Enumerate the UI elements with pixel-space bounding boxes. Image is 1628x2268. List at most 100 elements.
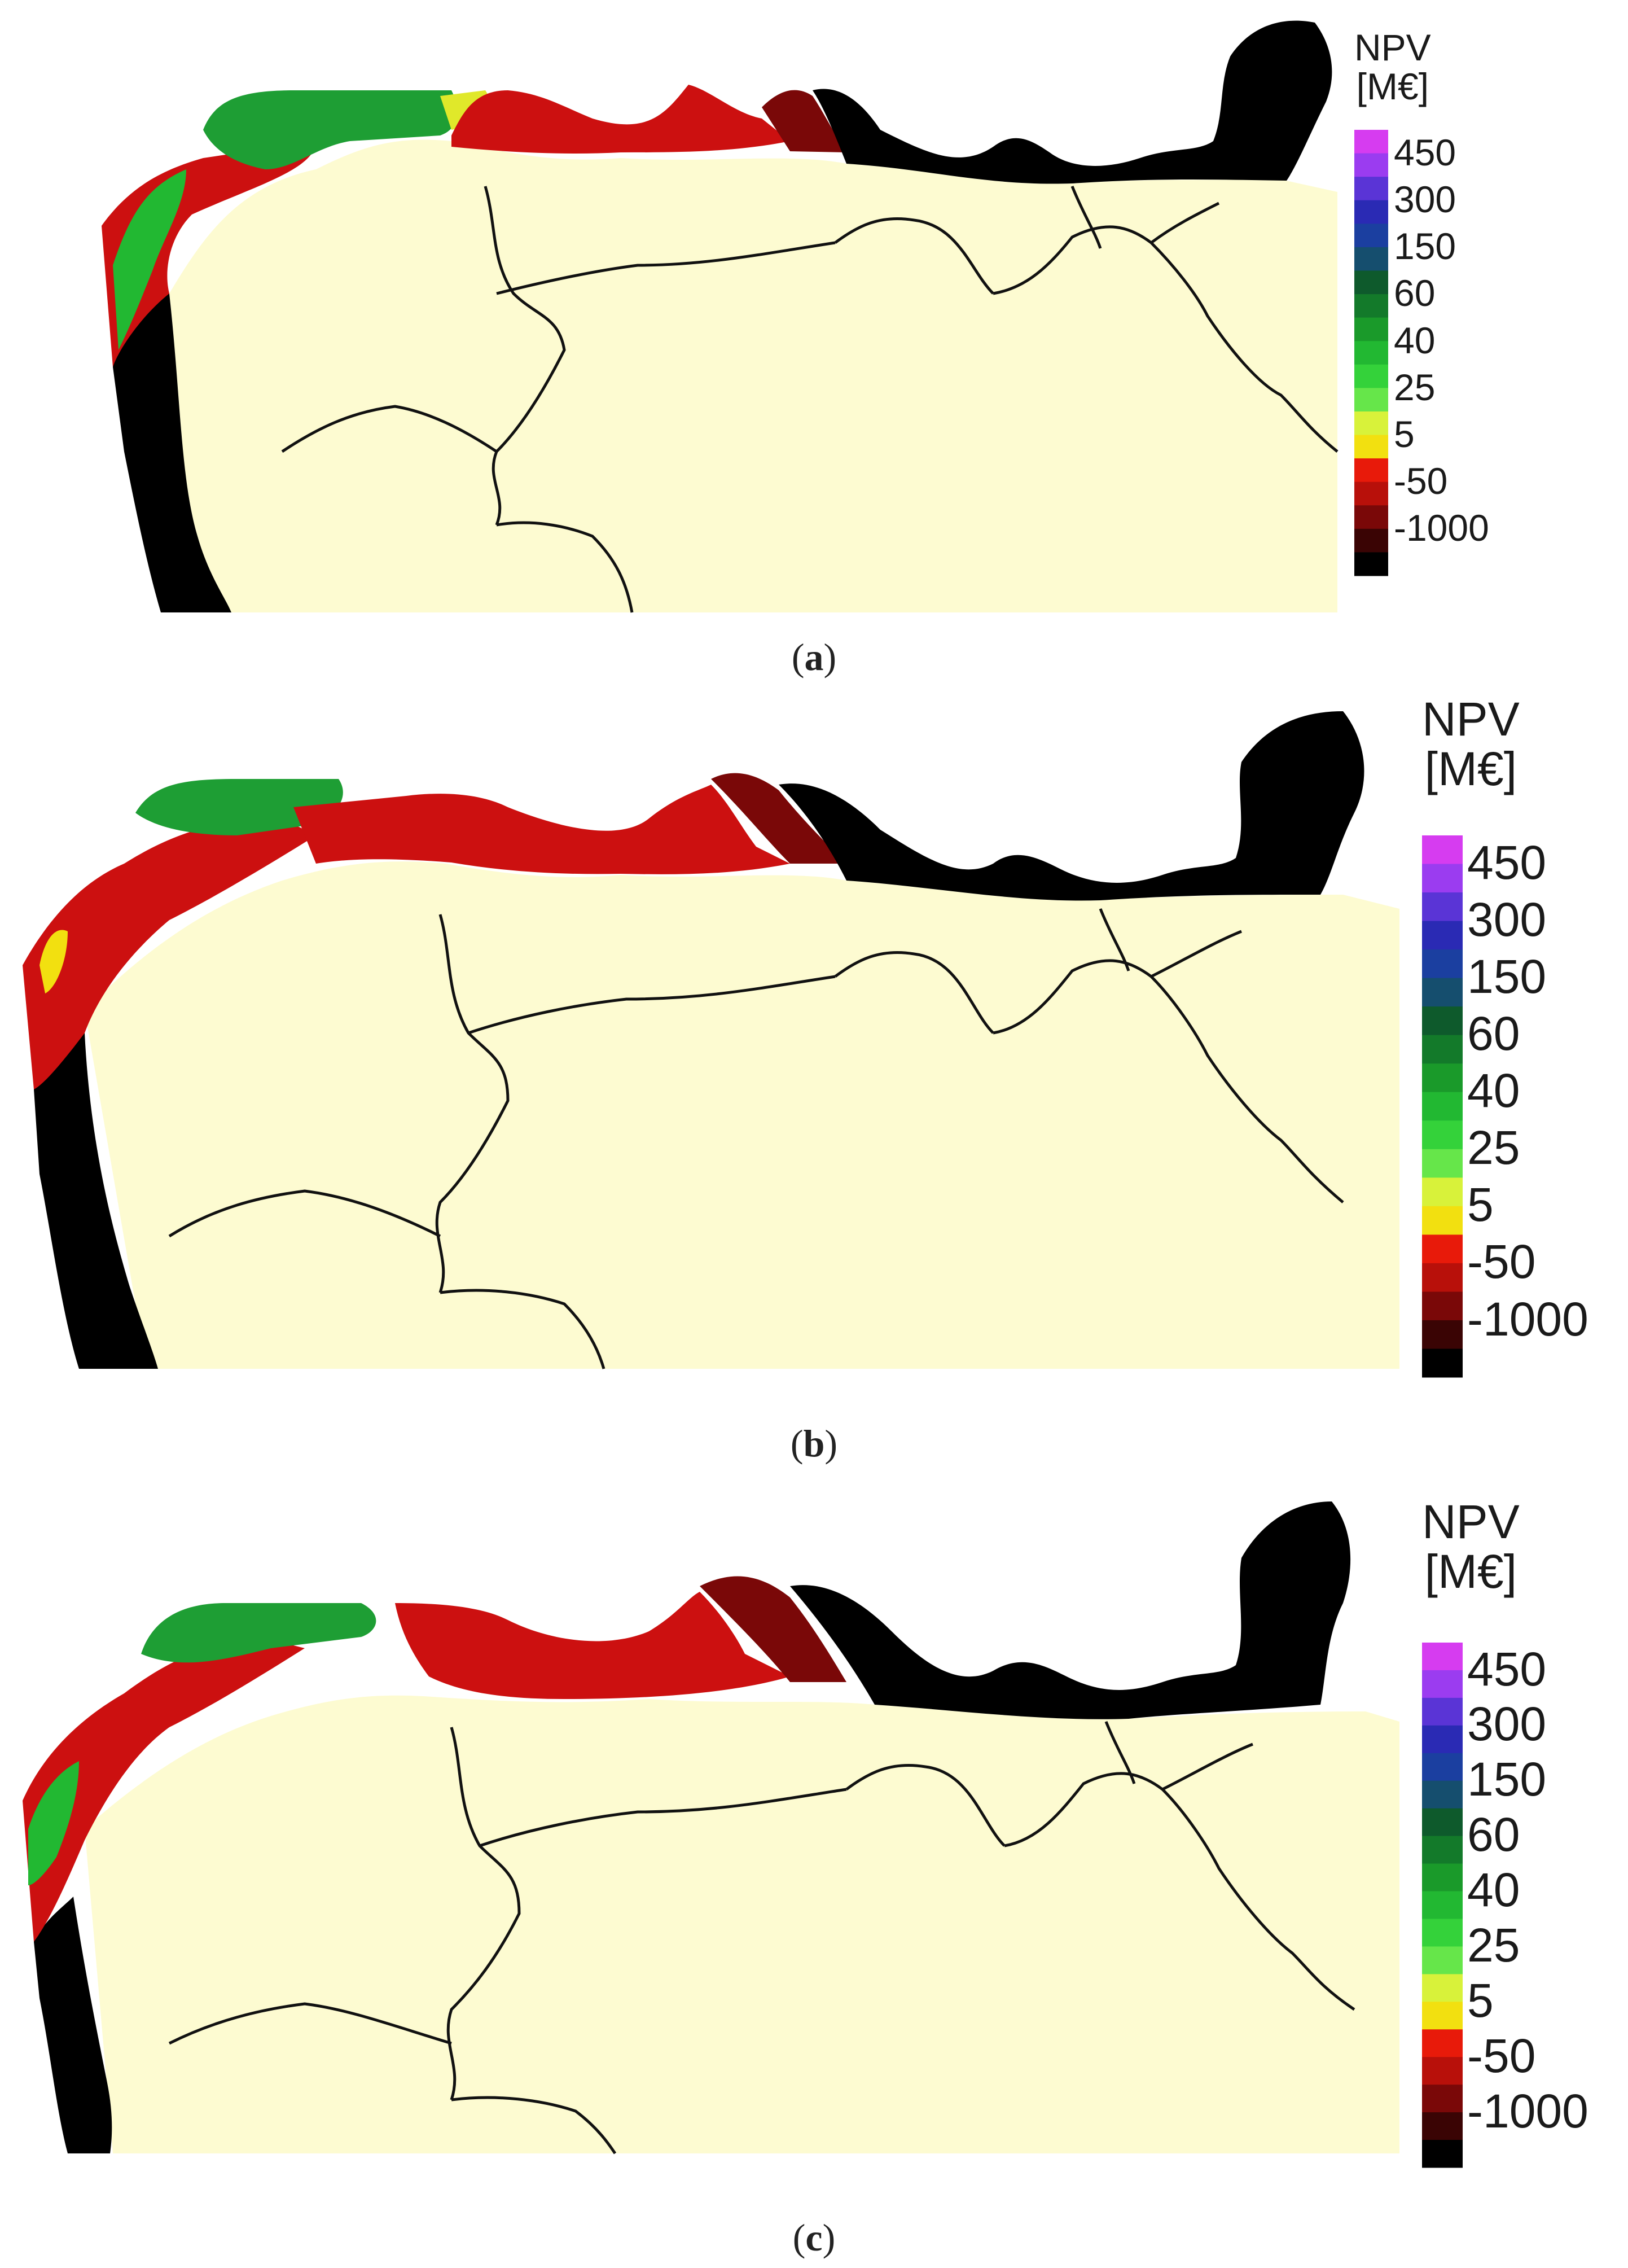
npv-band-red-north [395, 1592, 790, 1699]
legend-swatch [1422, 921, 1463, 950]
legend-swatch [1422, 1891, 1463, 1919]
region-borders [168, 1721, 1355, 2155]
legend-swatch [1422, 1348, 1463, 1378]
legend-title: NPV [M€] [1422, 1495, 1520, 1599]
land-area [164, 139, 1337, 612]
legend-tick-label: 60 [1467, 1808, 1520, 1862]
legend-tick-label: 300 [1394, 178, 1456, 221]
legend-tick-label: 450 [1394, 131, 1456, 173]
caption-b: (b) [790, 1422, 838, 1465]
npv-band-red-west [23, 818, 316, 1089]
legend-swatch [1422, 835, 1463, 865]
legend-tick-label: 25 [1467, 1919, 1520, 1972]
land-area [85, 861, 1399, 1369]
legend-tick-label: -1000 [1394, 507, 1489, 549]
legend-colorbar [1422, 1643, 1463, 2168]
npv-band-black-north [779, 711, 1364, 901]
legend-title-line1: NPV [1422, 1495, 1520, 1548]
npv-band-green-west [28, 1761, 79, 1885]
npv-band-darkred-north [762, 90, 846, 152]
legend-swatch [1354, 270, 1388, 295]
legend-swatch [1422, 1092, 1463, 1121]
legend-tick-label: 40 [1394, 319, 1436, 361]
legend-tick-label: 60 [1394, 272, 1436, 314]
legend-tick-label: 150 [1467, 1753, 1547, 1806]
legend-tick-label: 150 [1394, 225, 1456, 268]
legend-swatch [1422, 2057, 1463, 2085]
npv-band-green-north [203, 90, 458, 169]
legend-tick-label: -1000 [1467, 2084, 1588, 2138]
legend-swatch [1422, 2140, 1463, 2168]
legend-swatch [1422, 1780, 1463, 1809]
legend-tick-label: 450 [1467, 1642, 1547, 1696]
legend-title-line2: [M€] [1424, 1545, 1517, 1599]
npv-band-black-north [790, 1501, 1351, 1719]
legend-tick-label: -50 [1467, 1235, 1536, 1289]
npv-band-red-west [23, 1637, 305, 1942]
legend-swatch [1354, 200, 1388, 224]
legend-swatch [1422, 949, 1463, 979]
legend-swatch [1422, 1206, 1463, 1235]
legend-swatch [1422, 1697, 1463, 1726]
legend-tick-label: -1000 [1467, 1292, 1588, 1346]
map-panel-a: NPV [M€] 450 300 150 60 40 25 5 -50 -1000 [0, 0, 1628, 694]
legend-tick-label: -50 [1394, 460, 1448, 502]
legend-title-line2: [M€] [1356, 65, 1429, 108]
legend-tick-label: 25 [1467, 1121, 1520, 1175]
npv-band-green-north [135, 779, 343, 835]
legend-swatch [1422, 2112, 1463, 2140]
legend-swatch [1354, 481, 1388, 506]
legend-swatch [1422, 1320, 1463, 1349]
legend-swatch [1422, 1234, 1463, 1264]
region-borders [168, 908, 1344, 1369]
legend-swatch [1422, 1006, 1463, 1036]
legend-swatch [1422, 1808, 1463, 1837]
npv-band-black-west [113, 294, 231, 612]
legend-colorbar [1354, 130, 1388, 576]
legend-swatch [1354, 341, 1388, 365]
npv-band-black-west [34, 1033, 158, 1369]
legend-swatch [1354, 364, 1388, 388]
legend-tick-label: 5 [1467, 1178, 1494, 1232]
legend-swatch [1354, 505, 1388, 529]
npv-map-a [102, 20, 1388, 613]
npv-band-darkred-north [711, 773, 846, 864]
legend-swatch [1354, 388, 1388, 412]
npv-band-darkred-north [700, 1576, 846, 1682]
npv-map-b [23, 711, 1463, 1378]
legend-tick-label: 150 [1467, 950, 1547, 1004]
legend-swatch [1422, 1753, 1463, 1781]
npv-band-green-north [141, 1603, 376, 1663]
legend-tick-label: 60 [1467, 1007, 1520, 1061]
legend-swatch [1422, 1919, 1463, 1947]
land-area [85, 1695, 1399, 2153]
npv-band-black-west [34, 1897, 112, 2153]
npv-band-green-west [113, 169, 186, 350]
legend-swatch [1422, 1149, 1463, 1178]
legend-swatch [1422, 1263, 1463, 1292]
legend-swatch [1422, 1291, 1463, 1321]
legend-swatch [1354, 317, 1388, 341]
legend-swatch [1422, 1836, 1463, 1864]
legend-swatch [1422, 1120, 1463, 1150]
legend-title-line1: NPV [1422, 693, 1520, 746]
legend-swatch [1354, 153, 1388, 177]
legend-swatch [1422, 978, 1463, 1007]
legend-swatch [1422, 1063, 1463, 1093]
legend-title: NPV [M€] [1354, 28, 1431, 107]
legend-tick-label: 300 [1467, 1697, 1547, 1751]
legend-swatch [1354, 294, 1388, 318]
legend-swatch [1354, 411, 1388, 436]
legend-title-line2: [M€] [1424, 742, 1517, 796]
legend-title-line1: NPV [1354, 27, 1431, 68]
legend-tick-label: 40 [1467, 1863, 1520, 1917]
npv-band-red-north [293, 785, 790, 874]
legend-swatch [1354, 130, 1388, 154]
legend-swatch [1354, 177, 1388, 201]
legend-tick-label: 5 [1467, 1973, 1494, 2027]
legend-swatch [1422, 1974, 1463, 2002]
legend-swatch [1422, 864, 1463, 893]
legend-tick-label: 40 [1467, 1064, 1520, 1118]
legend-colorbar [1422, 835, 1463, 1378]
legend-swatch [1354, 435, 1388, 459]
